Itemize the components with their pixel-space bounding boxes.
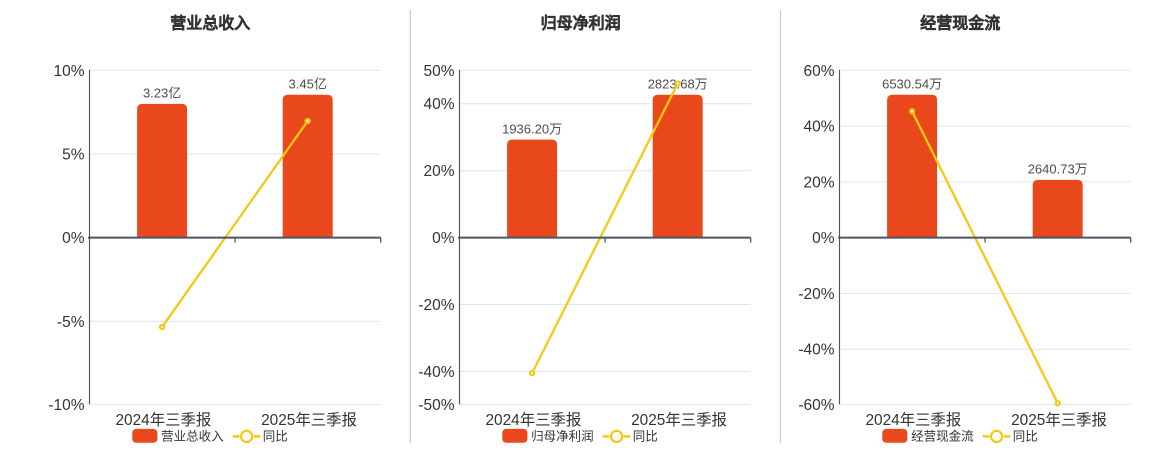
svg-text:归母净利润: 归母净利润 bbox=[531, 430, 594, 444]
svg-text:2025年三季报: 2025年三季报 bbox=[261, 411, 357, 429]
svg-text:2024年三季报: 2024年三季报 bbox=[115, 411, 211, 429]
svg-text:2024年三季报: 2024年三季报 bbox=[485, 411, 581, 429]
svg-text:2025年三季报: 2025年三季报 bbox=[1011, 411, 1107, 429]
svg-text:-40%: -40% bbox=[418, 364, 454, 381]
svg-text:0%: 0% bbox=[62, 230, 85, 247]
svg-text:归母净利润: 归母净利润 bbox=[541, 14, 621, 33]
svg-text:-40%: -40% bbox=[798, 342, 834, 359]
svg-text:-60%: -60% bbox=[798, 397, 834, 414]
svg-text:0%: 0% bbox=[812, 230, 835, 247]
svg-text:40%: 40% bbox=[423, 96, 454, 113]
svg-text:同比: 同比 bbox=[263, 430, 288, 444]
svg-text:10%: 10% bbox=[53, 63, 84, 80]
svg-text:3.45亿: 3.45亿 bbox=[289, 77, 327, 92]
svg-text:营业总收入: 营业总收入 bbox=[161, 430, 224, 444]
svg-text:60%: 60% bbox=[803, 63, 834, 80]
svg-text:同比: 同比 bbox=[1013, 430, 1038, 444]
svg-text:同比: 同比 bbox=[633, 430, 658, 444]
svg-text:3.23亿: 3.23亿 bbox=[143, 86, 181, 101]
svg-text:50%: 50% bbox=[423, 63, 454, 80]
svg-text:40%: 40% bbox=[803, 119, 834, 136]
svg-text:-5%: -5% bbox=[57, 314, 85, 331]
svg-text:5%: 5% bbox=[62, 147, 85, 164]
svg-text:-50%: -50% bbox=[418, 397, 454, 414]
svg-text:2640.73万: 2640.73万 bbox=[1028, 162, 1088, 177]
svg-text:2025年三季报: 2025年三季报 bbox=[631, 411, 727, 429]
svg-text:1936.20万: 1936.20万 bbox=[502, 121, 562, 136]
svg-text:6530.54万: 6530.54万 bbox=[882, 77, 942, 92]
svg-text:2024年三季报: 2024年三季报 bbox=[865, 411, 961, 429]
svg-text:20%: 20% bbox=[423, 163, 454, 180]
svg-text:-20%: -20% bbox=[418, 297, 454, 314]
svg-text:营业总收入: 营业总收入 bbox=[170, 14, 250, 33]
svg-text:-10%: -10% bbox=[48, 397, 84, 414]
svg-text:经营现金流: 经营现金流 bbox=[911, 429, 974, 444]
svg-text:20%: 20% bbox=[803, 174, 834, 191]
svg-text:-20%: -20% bbox=[798, 286, 834, 303]
svg-text:经营现金流: 经营现金流 bbox=[920, 14, 1000, 33]
svg-text:0%: 0% bbox=[432, 230, 455, 247]
